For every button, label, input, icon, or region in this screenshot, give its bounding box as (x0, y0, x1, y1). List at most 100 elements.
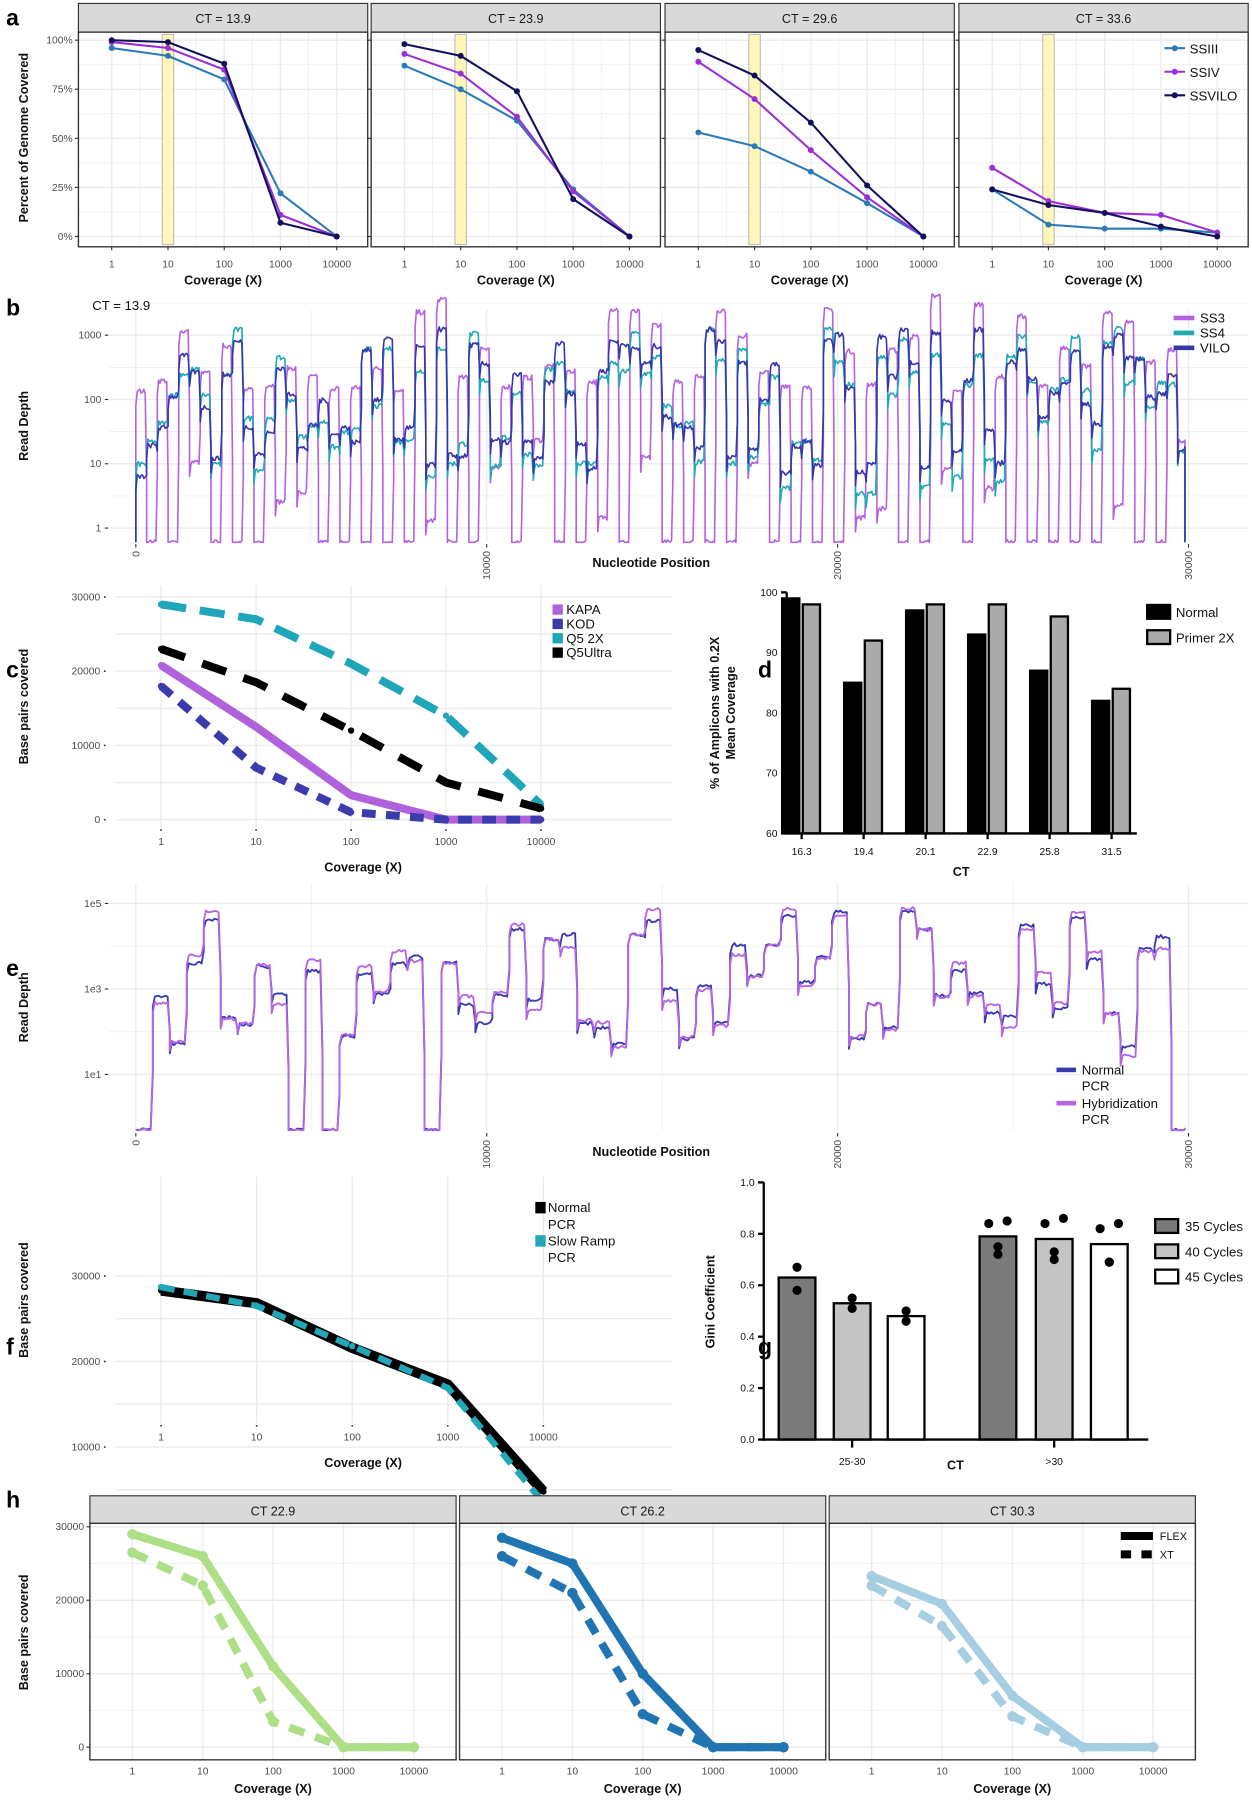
data-point (920, 233, 927, 240)
data-point (567, 1558, 578, 1569)
replicate-point (901, 1306, 911, 1316)
data-point (108, 37, 115, 44)
x-tick-label: 10000 (482, 551, 493, 580)
depth-trace-0 (135, 293, 1186, 544)
legend-label: 40 Cycles (1185, 1244, 1243, 1259)
facet-header (370, 2, 662, 33)
data-point (401, 62, 408, 69)
data-point (989, 164, 996, 171)
x-axis-title: Coverage (X) (234, 1782, 312, 1796)
data-point (936, 1598, 948, 1610)
x-tick-label: 100 (342, 837, 359, 848)
x-tick-label: 1 (989, 259, 995, 270)
replicate-point (1040, 1218, 1050, 1229)
x-tick-label: 1 (402, 259, 408, 270)
data-point (401, 41, 408, 48)
facet-plot-area (665, 32, 955, 247)
facet-title: CT 30.3 (990, 1504, 1035, 1518)
legend-label: VILO (1200, 340, 1230, 355)
y-tick-label: 75% (52, 85, 73, 96)
replicate-point (1104, 1257, 1114, 1267)
x-tick-label: 20.1 (916, 847, 936, 858)
y-tick-label: 0 (94, 815, 100, 826)
facet-plot-area (371, 32, 661, 247)
data-point (338, 1742, 349, 1753)
x-axis-title: Coverage (X) (973, 1782, 1051, 1796)
y-axis-title: Gini Coefficient (703, 1254, 717, 1348)
x-tick-label: 10 (455, 259, 467, 270)
facet-title: CT = 29.6 (782, 12, 838, 26)
data-point (807, 147, 814, 154)
y-tick-label: 100% (46, 36, 72, 47)
legend-label: Normal (1082, 1062, 1125, 1077)
legend-label: Q5 2X (566, 631, 604, 646)
legend-swatch (535, 1235, 546, 1247)
data-point (442, 779, 450, 786)
highlight-band (454, 33, 468, 246)
y-tick-label: 1e1 (84, 1070, 101, 1081)
x-tick-mark (351, 1424, 354, 1427)
data-point (253, 1302, 260, 1310)
legend-label: 35 Cycles (1185, 1219, 1243, 1234)
legend-dot (1171, 45, 1178, 52)
facet-border (664, 31, 956, 248)
legend-swatch (1173, 315, 1195, 321)
data-point (442, 816, 450, 823)
legend-swatch (1154, 1217, 1180, 1235)
y-tick-label: 1e5 (84, 899, 101, 910)
x-tick-label: 19.4 (854, 847, 874, 858)
depth-trace-2 (135, 326, 1186, 543)
legend-label: Hybridization (1082, 1096, 1158, 1111)
legend-label: SSVILO (1190, 88, 1238, 103)
data-point (751, 143, 758, 150)
x-tick-label: 10000 (527, 837, 556, 848)
facet-header (958, 2, 1249, 33)
x-tick-label: 10000 (769, 1767, 798, 1778)
x-tick-label: 1000 (436, 1433, 459, 1444)
bar (886, 1314, 926, 1441)
panel-label-g: g (758, 1334, 772, 1360)
x-tick-mark (160, 1424, 162, 1427)
bar-primer-2x (863, 639, 884, 835)
replicate-point (1058, 1213, 1068, 1223)
y-tick-label: 100 (760, 588, 777, 599)
panel-label-e: e (6, 955, 19, 981)
highlight-band (1042, 33, 1055, 246)
x-tick-label: 10 (251, 1433, 263, 1444)
data-point (707, 1742, 719, 1753)
data-point (108, 45, 115, 52)
x-tick-label: >30 (1045, 1457, 1063, 1468)
data-point (457, 52, 464, 59)
legend-label: Normal (548, 1200, 591, 1215)
x-tick-label: 100 (802, 259, 819, 270)
data-point (1045, 221, 1052, 228)
y-tick-mark (103, 670, 106, 673)
x-tick-label: 10000 (615, 259, 644, 270)
y-tick-mark (103, 1446, 106, 1448)
x-axis-title: Coverage (X) (604, 1782, 682, 1796)
data-point (444, 1384, 451, 1392)
legend-label: KOD (566, 617, 595, 632)
facet-border (370, 31, 662, 248)
x-tick-label: 20000 (833, 551, 844, 580)
legend-label: Q5Ultra (566, 645, 612, 660)
y-axis-title: Percent of Genome Covered (17, 53, 31, 223)
bar (978, 1235, 1018, 1441)
bar-primer-2x (987, 603, 1008, 835)
legend-label: SSIII (1190, 41, 1219, 56)
bar-primer-2x (801, 603, 822, 835)
x-tick-label: 16.3 (792, 847, 812, 858)
data-point (1147, 1742, 1159, 1753)
facet-header (828, 1495, 1196, 1524)
legend-swatch (1146, 629, 1172, 646)
facet-border (89, 1522, 457, 1761)
data-point (401, 50, 408, 57)
x-tick-label: 1000 (435, 837, 458, 848)
legend-swatch (552, 633, 563, 644)
legend-label: XT (1160, 1549, 1174, 1561)
x-tick-label: 31.5 (1102, 847, 1122, 858)
x-tick-label: 100 (1004, 1767, 1021, 1778)
data-point (267, 1661, 279, 1672)
x-tick-label: 10 (162, 259, 174, 270)
